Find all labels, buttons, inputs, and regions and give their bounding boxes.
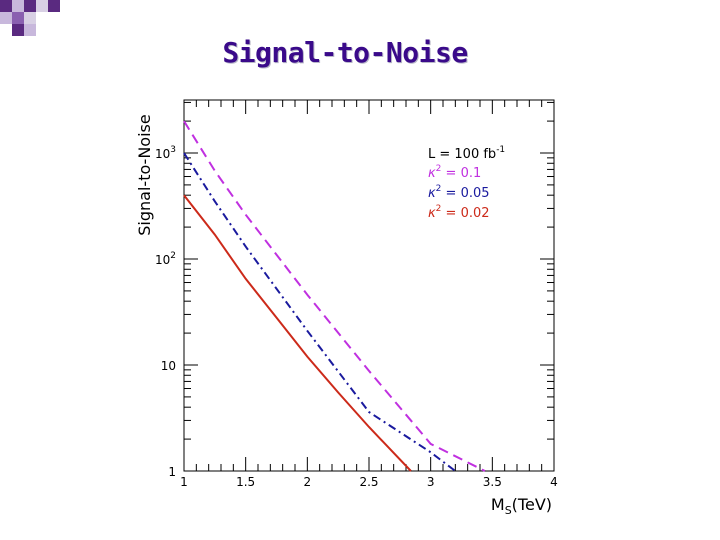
x-tick-label: 3.5 xyxy=(483,475,502,489)
axis-ticks xyxy=(183,100,555,472)
plot-frame xyxy=(183,99,555,472)
corner-decoration xyxy=(0,0,60,36)
y-axis-label: Signal-to-Noise xyxy=(135,114,154,235)
x-axis-label: MS(TeV) xyxy=(491,495,552,517)
y-tick-label: 1 xyxy=(168,465,176,479)
y-tick-base: 1 xyxy=(168,465,176,479)
x-tick-label: 4 xyxy=(550,475,558,489)
y-tick-base: 10 xyxy=(155,253,170,267)
y-tick-label: 102 xyxy=(155,251,176,267)
series-line-3 xyxy=(183,194,412,472)
legend-entry-1: κ2 = 0.1 xyxy=(428,164,481,181)
x-tick-label: 1.5 xyxy=(236,475,255,489)
y-tick-exponent: 2 xyxy=(170,251,176,261)
series-line-1 xyxy=(183,120,486,472)
y-tick-exponent: 3 xyxy=(170,145,176,155)
legend: L = 100 fb-1 κ2 = 0.1 κ2 = 0.05 κ2 = 0.02 xyxy=(428,145,505,221)
y-tick-label: 103 xyxy=(155,145,176,161)
x-tick-label: 2 xyxy=(304,475,312,489)
series-line-2 xyxy=(183,152,456,472)
x-tick-labels: 1 1.5 2 2.5 3 3.5 4 xyxy=(180,475,558,489)
slide-title: Signal-to-Noise xyxy=(222,36,468,69)
y-tick-label: 10 xyxy=(161,359,176,373)
y-tick-base: 10 xyxy=(155,147,170,161)
legend-header: L = 100 fb-1 xyxy=(428,145,505,162)
series-lines xyxy=(183,120,486,472)
x-tick-label: 1 xyxy=(180,475,188,489)
legend-entry-2: κ2 = 0.05 xyxy=(428,184,490,201)
legend-entry-3: κ2 = 0.02 xyxy=(428,204,490,221)
x-tick-label: 3 xyxy=(427,475,435,489)
x-tick-label: 2.5 xyxy=(359,475,378,489)
y-tick-base: 10 xyxy=(161,359,176,373)
